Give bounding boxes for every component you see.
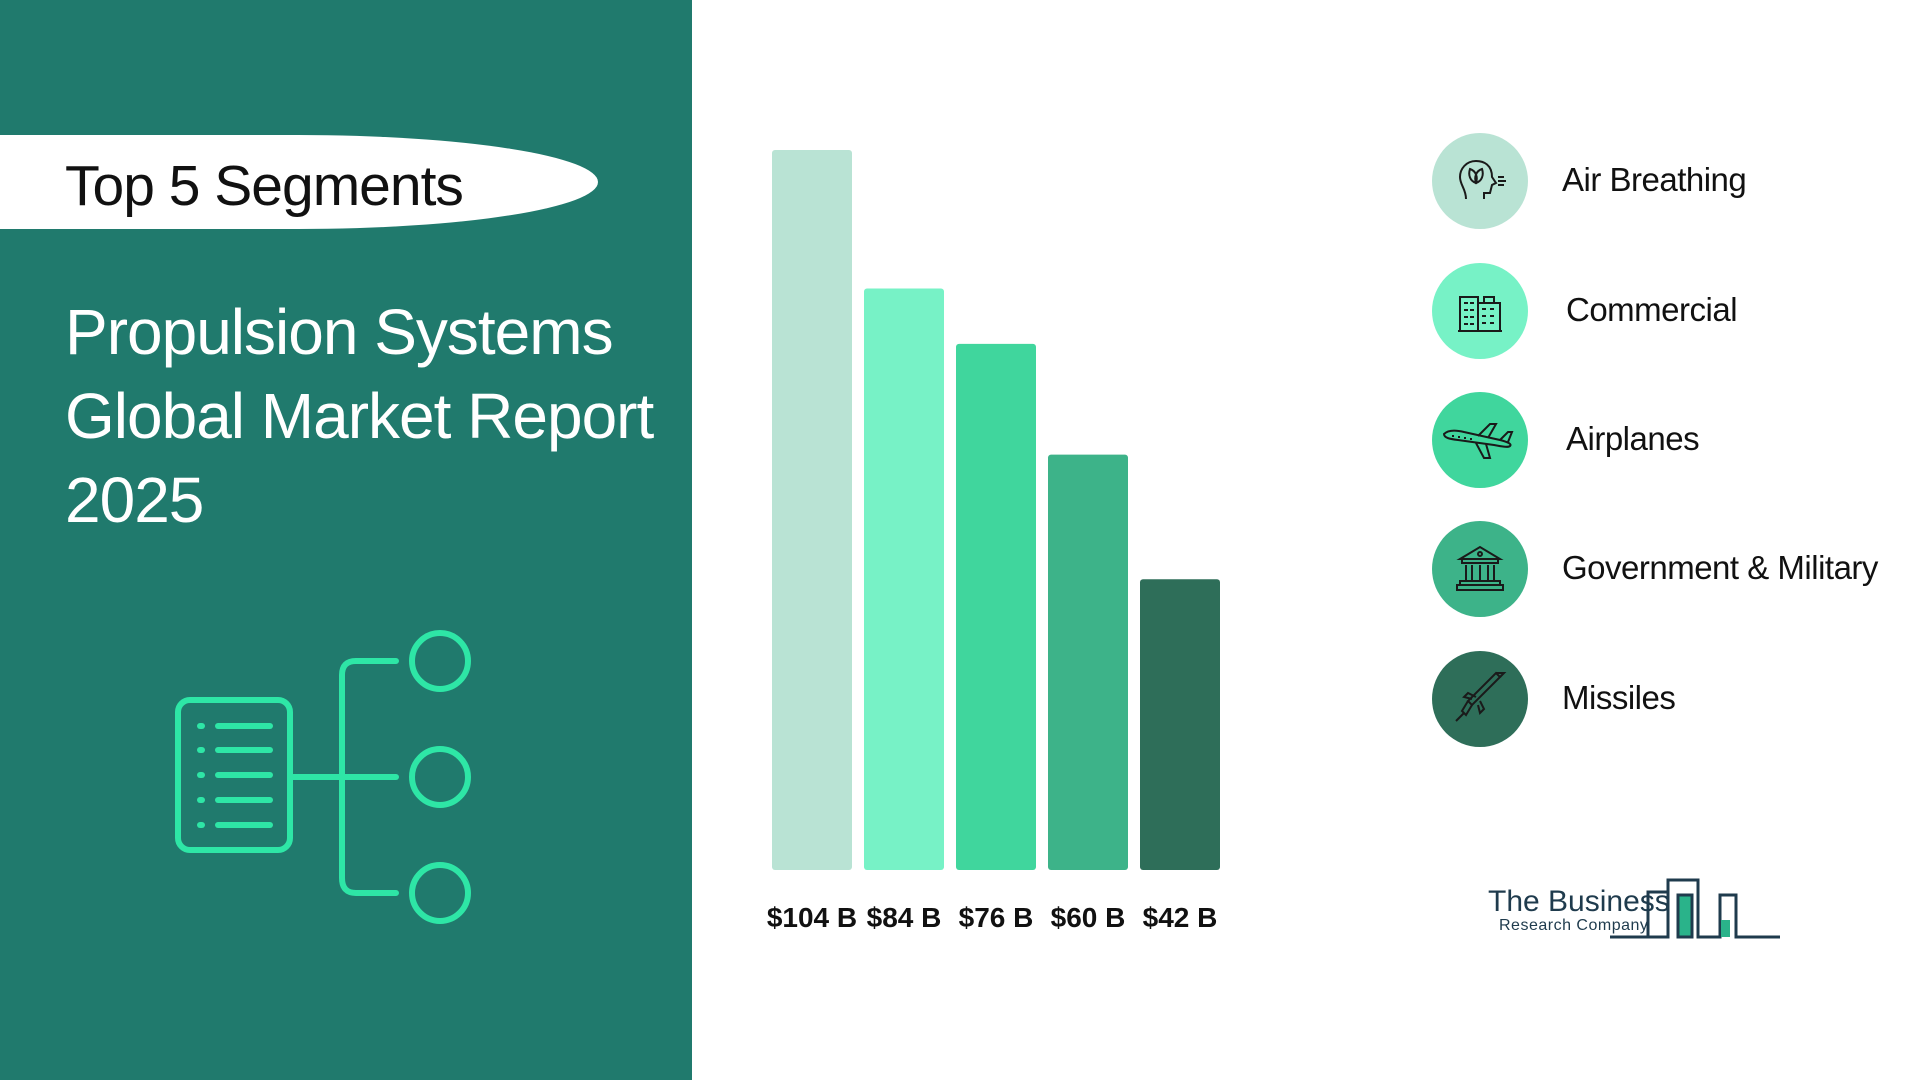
bar-missiles: [1140, 579, 1220, 870]
bar-value-label: $76 B: [959, 902, 1034, 933]
legend-label: Airplanes: [1566, 420, 1700, 457]
segment-banner: Top 5 Segments: [0, 135, 598, 229]
legend-label: Commercial: [1566, 291, 1738, 328]
government-building-icon: [1432, 521, 1528, 617]
company-logo: The Business Research Company: [1480, 840, 1800, 950]
legend-label: Missiles: [1562, 679, 1676, 716]
legend-item-missiles: Missiles: [1432, 651, 1892, 747]
segment-tree-icon: [175, 630, 471, 924]
bar-chart: $104 B $84 B $76 B $60 B $42 B: [767, 150, 1220, 933]
bar-airplanes: [956, 343, 1036, 870]
logo-sub-text: Research Company: [1499, 917, 1649, 934]
logo-main-text: The Business: [1488, 885, 1670, 918]
bar-government-military: [1048, 454, 1128, 870]
title-line-2: Global Market Report: [65, 380, 654, 452]
segment-label: Top 5 Segments: [65, 154, 464, 218]
report-title: Propulsion Systems Global Market Report …: [65, 290, 665, 542]
missile-icon: [1432, 651, 1528, 747]
legend-item-commercial: Commercial: [1432, 263, 1892, 359]
title-line-3: 2025: [65, 464, 204, 536]
bar-value-label: $104 B: [767, 902, 857, 933]
legend-item-airplanes: Airplanes: [1432, 392, 1892, 488]
left-panel: Top 5 Segments Propulsion Systems Global…: [0, 0, 692, 1080]
title-line-1: Propulsion Systems: [65, 296, 614, 368]
head-leaf-icon: [1432, 133, 1528, 229]
bar-air-breathing: [772, 150, 852, 870]
airplane-icon: [1432, 392, 1528, 488]
bar-value-label: $60 B: [1051, 902, 1126, 933]
legend-label: Air Breathing: [1562, 161, 1747, 198]
legend-item-government-military: Government & Military: [1432, 521, 1892, 617]
building-icon: [1432, 263, 1528, 359]
legend-label: Government & Military: [1562, 549, 1878, 586]
bar-value-label: $84 B: [867, 902, 942, 933]
legend-item-air-breathing: Air Breathing: [1432, 133, 1892, 229]
bar-commercial: [864, 288, 944, 870]
bar-value-label: $42 B: [1143, 902, 1218, 933]
